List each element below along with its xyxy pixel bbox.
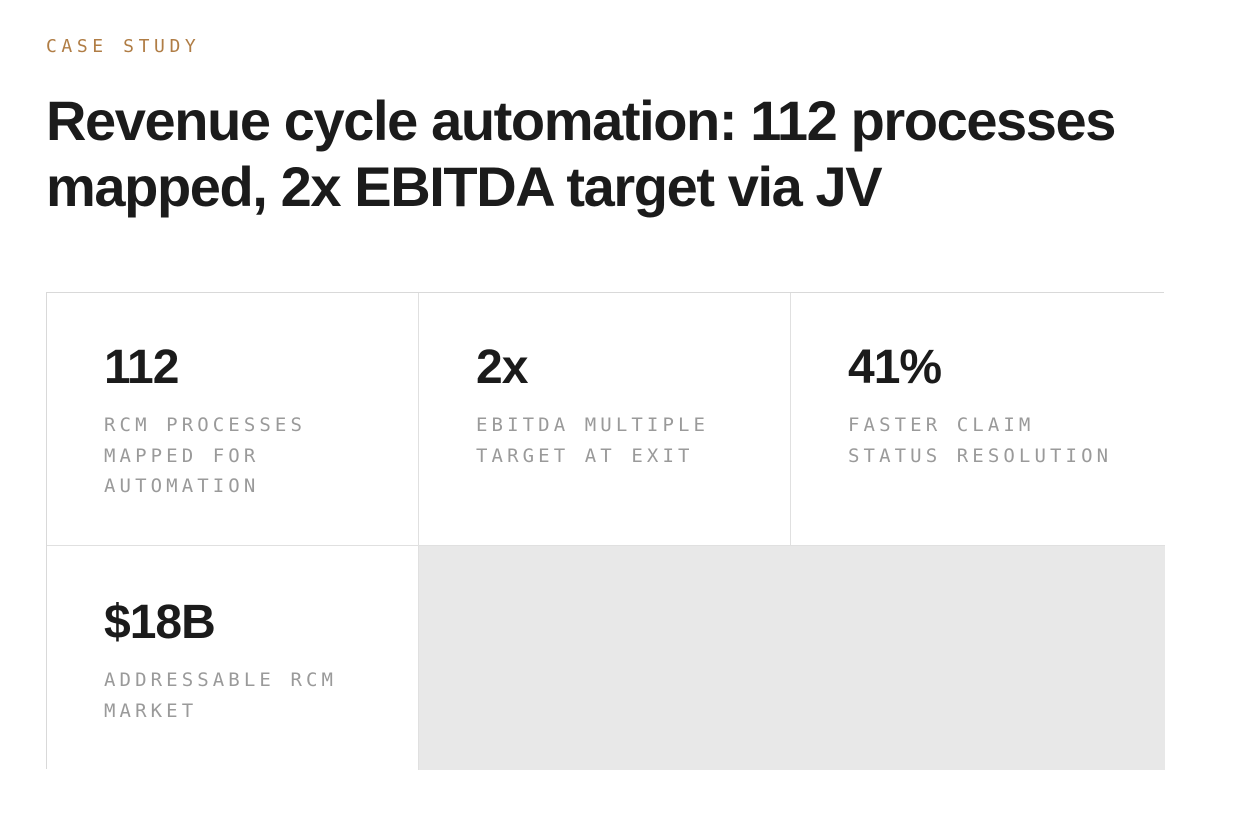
page-title: Revenue cycle automation: 112 processes …: [46, 89, 1116, 218]
stat-label: ADDRESSABLE RCM MARKET: [104, 669, 338, 722]
eyebrow-label: CASE STUDY: [46, 36, 201, 57]
stat-value: 2x: [476, 341, 528, 394]
stat-label: RCM PROCESSES MAPPED FOR AUTOMATION: [104, 414, 307, 497]
stat-card: 112 RCM PROCESSES MAPPED FOR AUTOMATION: [47, 293, 419, 546]
stat-value: 41%: [848, 341, 942, 394]
stat-card: 2x EBITDA MULTIPLE TARGET AT EXIT: [419, 293, 791, 546]
stat-value: 112: [104, 341, 179, 394]
stat-card: 41% FASTER CLAIM STATUS RESOLUTION: [791, 293, 1165, 546]
empty-grid-area: [419, 546, 1165, 770]
stats-grid: 112 RCM PROCESSES MAPPED FOR AUTOMATION …: [46, 292, 1165, 770]
stat-value: $18B: [104, 596, 216, 649]
stat-label: EBITDA MULTIPLE TARGET AT EXIT: [476, 414, 710, 467]
stat-label: FASTER CLAIM STATUS RESOLUTION: [848, 414, 1113, 467]
stat-card: $18B ADDRESSABLE RCM MARKET: [47, 546, 419, 770]
